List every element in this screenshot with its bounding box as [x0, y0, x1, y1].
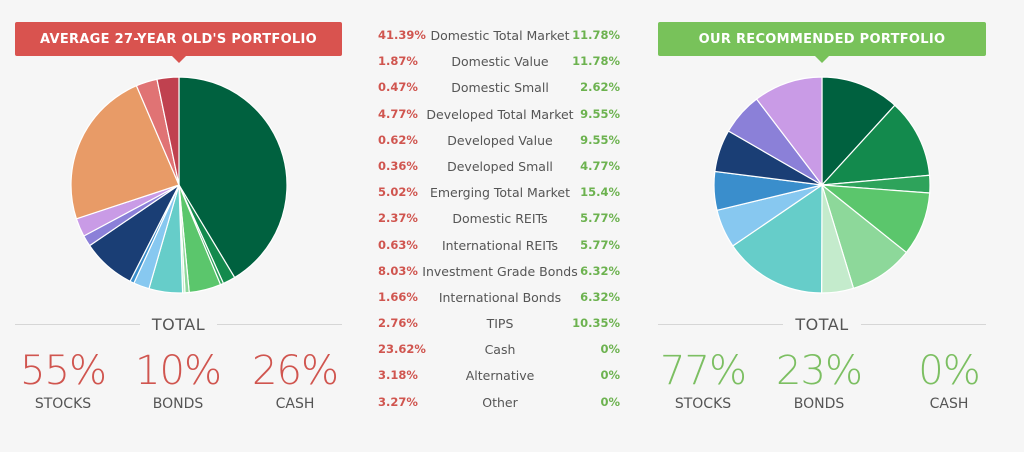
- average-allocation-value: 8.03%: [378, 263, 418, 278]
- asset-class-name: Alternative: [465, 368, 535, 384]
- asset-class-name: Developed Total Market: [426, 106, 574, 122]
- left-cash-label: CASH: [275, 396, 315, 412]
- right-stocks-stat: 77% STOCKS: [648, 348, 758, 412]
- average-allocation-value: 4.77%: [378, 106, 418, 121]
- left-stocks-label: STOCKS: [34, 396, 92, 412]
- right-total-label: TOTAL: [795, 314, 849, 334]
- allocation-row: 23.62% Cash 0%: [360, 338, 640, 364]
- recommended-allocation-value: 5.77%: [580, 211, 620, 226]
- asset-class-name: Domestic Value: [451, 54, 549, 70]
- recommended-allocation-value: 6.32%: [580, 289, 620, 304]
- pie-slice-tips: [755, 76, 823, 187]
- left-total-label: TOTAL: [151, 314, 206, 334]
- left-total-divider: TOTAL: [15, 314, 343, 334]
- recommended-allocation-value: 0%: [600, 368, 620, 383]
- average-allocation-value: 3.27%: [378, 394, 418, 409]
- recommended-allocation-value: 4.77%: [580, 158, 620, 173]
- average-allocation-value: 3.18%: [378, 368, 418, 383]
- right-stocks-label: STOCKS: [674, 396, 732, 412]
- allocation-row: 0.62% Developed Value 9.55%: [360, 129, 640, 155]
- asset-class-name: TIPS: [486, 316, 514, 332]
- asset-class-name: Investment Grade Bonds: [422, 263, 578, 279]
- average-portfolio-banner: AVERAGE 27-YEAR OLD'S PORTFOLIO: [15, 22, 342, 63]
- recommended-allocation-value: 2.62%: [580, 80, 620, 95]
- allocation-rows: 41.39% Domestic Total Market 11.78% 1.87% Do…: [360, 24, 640, 417]
- allocation-row: 3.18% Alternative 0%: [360, 364, 640, 390]
- average-allocation-value: 2.37%: [378, 211, 418, 226]
- allocation-row: 0.63% International REITs 5.77%: [360, 234, 640, 260]
- allocation-row: 1.87% Domestic Value 11.78%: [360, 50, 640, 76]
- recommended-portfolio-banner: OUR RECOMMENDED PORTFOLIO: [658, 22, 986, 63]
- left-stocks-value: 55%: [20, 348, 107, 394]
- allocation-row: 0.36% Developed Small 4.77%: [360, 155, 640, 181]
- average-allocation-value: 0.63%: [378, 237, 418, 252]
- pie-slice-domestic-total-market: [821, 76, 896, 187]
- asset-class-name: Other: [482, 394, 518, 410]
- right-total-divider: TOTAL: [658, 314, 987, 334]
- allocation-row: 1.66% International Bonds 6.32%: [360, 286, 640, 312]
- allocation-table: 41.39% Domestic Total Market 11.78% 1.87% Do…: [360, 0, 640, 452]
- right-stocks-value: 77%: [660, 348, 747, 394]
- average-allocation-value: 2.76%: [378, 316, 418, 331]
- recommended-allocation-value: 6.32%: [580, 263, 620, 278]
- asset-class-name: Cash: [484, 342, 516, 358]
- allocation-row: 5.02% Emerging Total Market 15.4%: [360, 181, 640, 207]
- allocation-row: 8.03% Investment Grade Bonds 6.32%: [360, 260, 640, 286]
- left-cash-stat: 26% CASH: [240, 348, 350, 412]
- left-stocks-stat: 55% STOCKS: [8, 348, 118, 412]
- asset-class-name: International REITs: [441, 237, 559, 253]
- pie-slice-domestic-total-market: [178, 76, 288, 279]
- right-bonds-value: 23%: [776, 348, 863, 394]
- average-allocation-value: 1.66%: [378, 289, 418, 304]
- average-allocation-value: 1.87%: [378, 54, 418, 69]
- asset-class-name: Developed Value: [447, 132, 553, 148]
- right-cash-stat: 0% CASH: [894, 348, 1004, 412]
- recommended-portfolio-panel: OUR RECOMMENDED PORTFOLIO TOTAL 77% STOC…: [640, 0, 1024, 452]
- left-bonds-stat: 10% BONDS: [123, 348, 233, 412]
- left-bonds-label: BONDS: [152, 396, 204, 412]
- recommended-allocation-value: 9.55%: [580, 106, 620, 121]
- average-allocation-value: 41.39%: [378, 28, 426, 42]
- average-portfolio-pie: [70, 76, 288, 294]
- allocation-row: 2.37% Domestic REITs 5.77%: [360, 207, 640, 233]
- recommended-allocation-value: 10.35%: [572, 316, 620, 331]
- left-cash-value: 26%: [252, 348, 339, 394]
- asset-class-name: Domestic Small: [451, 80, 549, 96]
- recommended-allocation-value: 0%: [600, 342, 620, 357]
- allocation-row: 2.76% TIPS 10.35%: [360, 312, 640, 338]
- right-cash-value: 0%: [918, 348, 980, 394]
- average-allocation-value: 23.62%: [378, 342, 426, 357]
- average-allocation-value: 0.36%: [378, 158, 418, 173]
- recommended-allocation-value: 5.77%: [580, 237, 620, 252]
- average-allocation-value: 0.47%: [378, 80, 418, 95]
- allocation-row: 3.27% Other 0%: [360, 391, 640, 417]
- asset-class-name: International Bonds: [438, 289, 562, 305]
- average-allocation-value: 5.02%: [378, 185, 418, 200]
- pie-slice-cash: [70, 84, 180, 220]
- pie-slice-domestic-value: [820, 104, 931, 186]
- allocation-row: 0.47% Domestic Small 2.62%: [360, 76, 640, 102]
- recommended-allocation-value: 11.78%: [572, 28, 620, 42]
- asset-class-name: Domestic REITs: [452, 211, 548, 227]
- allocation-row: 4.77% Developed Total Market 9.55%: [360, 103, 640, 129]
- pie-slice-other: [156, 76, 180, 186]
- recommended-allocation-value: 0%: [600, 394, 620, 409]
- recommended-allocation-value: 9.55%: [580, 132, 620, 147]
- asset-class-name: Emerging Total Market: [429, 185, 571, 201]
- pie-slice-emerging-total-market: [731, 183, 823, 294]
- right-bonds-label: BONDS: [793, 396, 845, 412]
- recommended-portfolio-pie: [713, 76, 931, 294]
- right-bonds-stat: 23% BONDS: [764, 348, 874, 412]
- asset-class-name: Domestic Total Market: [430, 28, 570, 43]
- right-cash-label: CASH: [929, 396, 969, 412]
- left-bonds-value: 10%: [135, 348, 222, 394]
- average-portfolio-panel: AVERAGE 27-YEAR OLD'S PORTFOLIO TOTAL 55…: [0, 0, 360, 452]
- allocation-row: 41.39% Domestic Total Market 11.78%: [360, 24, 640, 50]
- asset-class-name: Developed Small: [447, 158, 553, 174]
- recommended-allocation-value: 15.4%: [580, 185, 620, 200]
- recommended-allocation-value: 11.78%: [572, 54, 620, 69]
- average-allocation-value: 0.62%: [378, 132, 418, 147]
